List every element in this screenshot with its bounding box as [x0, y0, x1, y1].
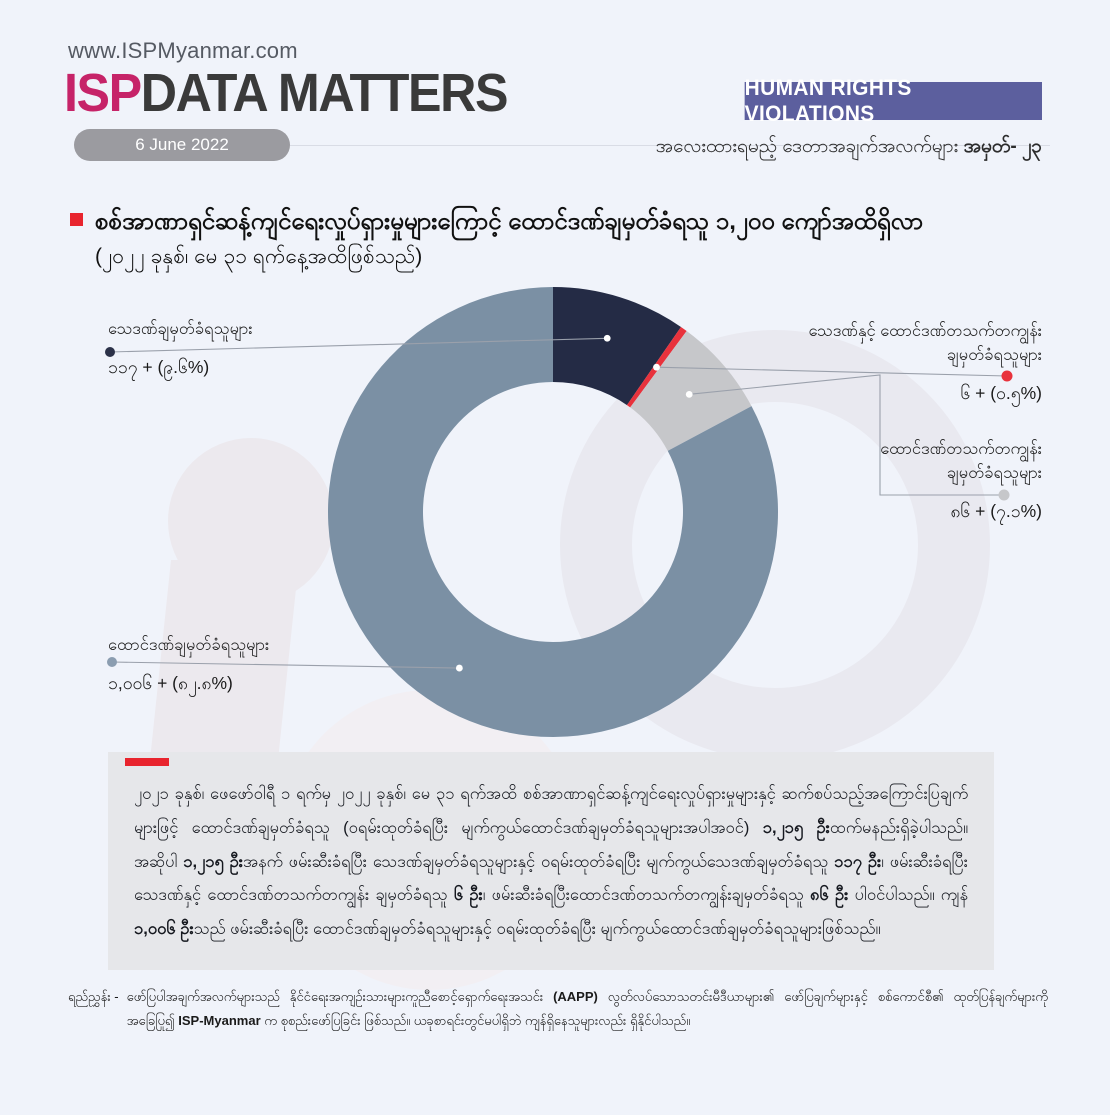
callout-death-sentence-value: ၁၁၇ + (၉.၆%) — [108, 356, 210, 377]
brand-logo: ISPDATA MATTERS — [64, 62, 509, 124]
summary-figure-death-life: ၆ ဦး — [453, 886, 483, 905]
summary-seg-7: သည် ဖမ်းဆီးခံရပြီး ထောင်ဒဏ်ချမှတ်ခံရသူမျ… — [193, 920, 881, 939]
legend-dot-3 — [107, 657, 117, 667]
callout-death-sentence: သေဒဏ်ချမှတ်ခံရသူများ ၁၁၇ + (၉.၆%) — [108, 318, 253, 380]
issue-subtitle: အလေးထားရမည့် ဒေတာအချက်အလက်များ အမှတ်- ၂၃ — [656, 134, 1042, 162]
leader-anchor-dot-0 — [603, 334, 611, 342]
summary-seg-4: ၊ ဖမ်းဆီးခံရပြီး သေဒဏ်နှင့် ထောင်ဒဏ်တသက်… — [134, 852, 969, 905]
source-org-isp: ISP-Myanmar — [178, 1013, 261, 1029]
summary-text: ၂၀၂၁ ခုနှစ်၊ ဖေဖော်ဝါရီ ၁ ရက်မှ ၂၀၂၂ ခုန… — [134, 778, 968, 947]
legend-dot-0 — [105, 347, 115, 357]
summary-seg-2: ထက်မနည်းရှိခဲ့ပါသည်။ အဆိုပါ — [134, 818, 968, 871]
callout-life-imprisonment-label-1: ထောင်ဒဏ်တသက်တကျွန်း — [880, 440, 1042, 458]
legend-dot-2 — [998, 489, 1010, 501]
legend-dot-1 — [1001, 370, 1013, 382]
issue-number: အမှတ်- ၂၃ — [963, 136, 1042, 157]
callout-imprisonment-label: ထောင်ဒဏ်ချမှတ်ခံရသူများ — [108, 636, 270, 654]
summary-figure-prison: ၁,၀၀၆ ဦး — [134, 920, 194, 939]
source-seg-3: က စုစည်းဖော်ပြခြင်း ဖြစ်သည်။ ယခုစာရင်းတွ… — [260, 1013, 691, 1029]
leader-anchor-dot-1 — [653, 363, 660, 371]
leader-anchor-dot-2 — [685, 390, 693, 398]
callout-life-imprisonment-value: ၈၆ + (၇.၁%) — [950, 500, 1042, 521]
summary-panel: ၂၀၂၁ ခုနှစ်၊ ဖေဖော်ဝါရီ ၁ ရက်မှ ၂၀၂၂ ခုန… — [108, 752, 994, 970]
header-divider — [290, 145, 1050, 146]
leader-line-2 — [689, 374, 1004, 496]
callout-death-sentence-label: သေဒဏ်ချမှတ်ခံရသူများ — [108, 320, 253, 338]
leader-line-1 — [656, 366, 1008, 377]
leader-anchor-dot-3 — [455, 664, 463, 672]
donut-slice-2[interactable] — [630, 331, 752, 451]
source-seg-2: လွတ်လပ်သောသတင်းမီဒီယာများ၏ ဖော်ပြချက်မျာ… — [126, 989, 1048, 1029]
source-seg-1: ဖော်ပြပါအချက်အလက်များသည် နိုင်ငံရေးအကျဉ်… — [126, 989, 554, 1004]
source-note-body: ဖော်ပြပါအချက်အလက်များသည် နိုင်ငံရေးအကျဉ်… — [127, 985, 1048, 1033]
donut-slice-0[interactable] — [553, 287, 681, 406]
callout-imprisonment-value: ၁,၀၀၆ + (၈၂.၈%) — [108, 672, 233, 693]
brand-logo-rest: DATA MATTERS — [140, 63, 509, 123]
issue-subtitle-text: အလေးထားရမည့် ဒေတာအချက်အလက်များ — [655, 136, 964, 157]
source-note: ရည်ညွှန်း - ဖော်ပြပါအချက်အလက်များသည် နို… — [68, 985, 1048, 1033]
callout-death-and-life: သေဒဏ်နှင့် ထောင်ဒဏ်တသက်တကျွန်း ချမှတ်ခံရ… — [808, 320, 1042, 406]
callout-death-and-life-value: ၆ + (၀.၅%) — [960, 382, 1042, 403]
summary-seg-5: ၊ ဖမ်းဆီးခံရပြီးထောင်ဒဏ်တသက်တကျွန်းချမှတ… — [482, 886, 811, 905]
callout-imprisonment: ထောင်ဒဏ်ချမှတ်ခံရသူများ ၁,၀၀၆ + (၈၂.၈%) — [108, 634, 269, 696]
callout-death-and-life-label-2: ချမှတ်ခံရသူများ — [946, 345, 1042, 364]
donut-slice-3[interactable] — [328, 287, 778, 737]
page-subtitle: (၂၀၂၂ ခုနှစ်၊ မေ ၃၁ ရက်နေ့အထိဖြစ်သည်) — [95, 245, 423, 268]
callout-life-imprisonment: ထောင်ဒဏ်တသက်တကျွန်း ချမှတ်ခံရသူများ ၈၆ +… — [880, 438, 1042, 524]
brand-logo-accent: ISP — [64, 63, 142, 123]
publish-date-badge: 6 June 2022 — [74, 129, 290, 161]
leader-line-0 — [109, 337, 608, 353]
summary-seg-1: ၂၀၂၁ ခုနှစ်၊ ဖေဖော်ဝါရီ ၁ ရက်မှ ၂၀၂၂ ခုန… — [134, 785, 968, 837]
panel-accent-bar — [125, 758, 169, 766]
summary-figure-death: ၁၁၇ ဦး — [834, 852, 882, 871]
source-note-label: ရည်ညွှန်း - — [68, 989, 119, 1004]
leader-line-group — [105, 334, 1013, 672]
summary-figure-total-1: ၁,၂၁၅ ဦး — [762, 818, 830, 837]
leader-line-3 — [111, 661, 460, 669]
summary-figure-life: ၈၆ ဦး — [810, 886, 849, 905]
page-title: စစ်အာဏာရှင်ဆန့်ကျင်ရေးလှုပ်ရှားမှုများကြ… — [95, 208, 923, 235]
summary-seg-6: ပါဝင်ပါသည်။ ကျန် — [848, 886, 968, 905]
callout-life-imprisonment-label-2: ချမှတ်ခံရသူများ — [946, 463, 1042, 482]
site-url: www.ISPMyanmar.com — [68, 38, 298, 63]
callout-death-and-life-label-1: သေဒဏ်နှင့် ထောင်ဒဏ်တသက်တကျွန်း — [808, 322, 1042, 340]
title-bullet-icon — [70, 213, 83, 226]
donut-slice-group — [328, 287, 778, 737]
summary-figure-total-2: ၁,၂၁၅ ဦး — [183, 852, 243, 871]
summary-seg-3: အနက် ဖမ်းဆီးခံရပြီး သေဒဏ်ချမှတ်ခံရသူများ… — [242, 852, 835, 871]
source-org-aapp: (AAPP) — [553, 989, 598, 1004]
page-header: www.ISPMyanmar.com ISPDATA MATTERS 6 Jun… — [0, 0, 1110, 182]
